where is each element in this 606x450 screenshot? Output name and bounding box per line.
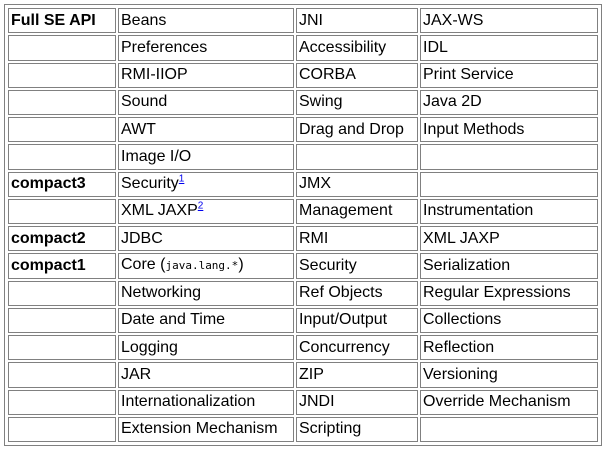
api-label: Security	[121, 175, 179, 193]
api-cell: RMI-IIOP	[118, 62, 294, 88]
api-cell	[296, 144, 418, 170]
api-cell: Versioning	[420, 362, 598, 388]
profile-cell	[8, 307, 116, 333]
table-row: Logging Concurrency Reflection	[8, 335, 598, 361]
api-cell: RMI	[296, 226, 418, 252]
profile-cell: Full SE API	[8, 8, 116, 34]
api-cell: Image I/O	[118, 144, 294, 170]
table-row: Internationalization JNDI Override Mecha…	[8, 389, 598, 415]
table-row: Networking Ref Objects Regular Expressio…	[8, 280, 598, 306]
table-row: Full SE API Beans JNI JAX-WS	[8, 8, 598, 34]
api-cell: JNDI	[296, 389, 418, 415]
api-cell: JAX-WS	[420, 8, 598, 34]
table-row: compact3 Security1 JMX	[8, 171, 598, 197]
footnote-link-2[interactable]: 2	[197, 201, 204, 213]
api-cell: JDBC	[118, 226, 294, 252]
api-cell: ZIP	[296, 362, 418, 388]
profile-cell	[8, 62, 116, 88]
api-cell: Scripting	[296, 416, 418, 442]
api-label: XML JAXP	[121, 202, 198, 220]
api-cell: JAR	[118, 362, 294, 388]
api-cell: Accessibility	[296, 35, 418, 61]
profile-cell	[8, 389, 116, 415]
package-code: java.lang.*	[165, 259, 239, 273]
profiles-table-frame: Full SE API Beans JNI JAX-WS Preferences…	[4, 4, 602, 446]
profile-cell: compact2	[8, 226, 116, 252]
api-cell: Java 2D	[420, 89, 598, 115]
api-cell: Input/Output	[296, 307, 418, 333]
api-cell: Override Mechanism	[420, 389, 598, 415]
profile-cell	[8, 335, 116, 361]
table-row: JAR ZIP Versioning	[8, 362, 598, 388]
profile-cell	[8, 89, 116, 115]
table-row: Date and Time Input/Output Collections	[8, 307, 598, 333]
api-cell: AWT	[118, 117, 294, 143]
api-cell: Serialization	[420, 253, 598, 279]
api-cell: Security	[296, 253, 418, 279]
api-cell: IDL	[420, 35, 598, 61]
profile-cell	[8, 144, 116, 170]
api-cell: Print Service	[420, 62, 598, 88]
api-cell: XML JAXP	[420, 226, 598, 252]
profile-cell	[8, 280, 116, 306]
profile-cell	[8, 416, 116, 442]
api-cell: Preferences	[118, 35, 294, 61]
footnote-marker: 1	[179, 174, 185, 185]
api-cell: Swing	[296, 89, 418, 115]
profile-cell: compact3	[8, 171, 116, 197]
api-cell: Ref Objects	[296, 280, 418, 306]
api-cell: Instrumentation	[420, 198, 598, 224]
api-cell: Sound	[118, 89, 294, 115]
api-cell	[420, 144, 598, 170]
table-row: RMI-IIOP CORBA Print Service	[8, 62, 598, 88]
profile-cell	[8, 117, 116, 143]
api-label-suffix: )	[238, 256, 244, 274]
table-row: XML JAXP2 Management Instrumentation	[8, 198, 598, 224]
api-cell: Input Methods	[420, 117, 598, 143]
api-cell: Regular Expressions	[420, 280, 598, 306]
profile-cell: compact1	[8, 253, 116, 279]
api-cell: Management	[296, 198, 418, 224]
api-cell: Beans	[118, 8, 294, 34]
api-cell: Collections	[420, 307, 598, 333]
api-cell: Security1	[118, 171, 294, 197]
table-row: AWT Drag and Drop Input Methods	[8, 117, 598, 143]
api-cell: JMX	[296, 171, 418, 197]
api-cell: Drag and Drop	[296, 117, 418, 143]
api-cell: CORBA	[296, 62, 418, 88]
api-cell: Extension Mechanism	[118, 416, 294, 442]
table-row: Sound Swing Java 2D	[8, 89, 598, 115]
api-cell: Internationalization	[118, 389, 294, 415]
api-cell: Core (java.lang.*)	[118, 253, 294, 279]
profile-cell	[8, 198, 116, 224]
api-cell: Networking	[118, 280, 294, 306]
profile-cell	[8, 35, 116, 61]
table-row: compact2 JDBC RMI XML JAXP	[8, 226, 598, 252]
java-se-profiles-table: Full SE API Beans JNI JAX-WS Preferences…	[6, 6, 600, 444]
api-cell: Reflection	[420, 335, 598, 361]
table-row: compact1 Core (java.lang.*) Security Ser…	[8, 253, 598, 279]
profile-cell	[8, 362, 116, 388]
api-cell: Logging	[118, 335, 294, 361]
api-cell	[420, 171, 598, 197]
api-cell: Concurrency	[296, 335, 418, 361]
api-cell	[420, 416, 598, 442]
api-cell: XML JAXP2	[118, 198, 294, 224]
table-row: Image I/O	[8, 144, 598, 170]
api-cell: Date and Time	[118, 307, 294, 333]
api-cell: JNI	[296, 8, 418, 34]
table-row: Extension Mechanism Scripting	[8, 416, 598, 442]
footnote-link-1[interactable]: 1	[178, 173, 185, 185]
table-row: Preferences Accessibility IDL	[8, 35, 598, 61]
footnote-marker: 2	[198, 201, 204, 212]
api-label: Core (	[121, 256, 166, 274]
